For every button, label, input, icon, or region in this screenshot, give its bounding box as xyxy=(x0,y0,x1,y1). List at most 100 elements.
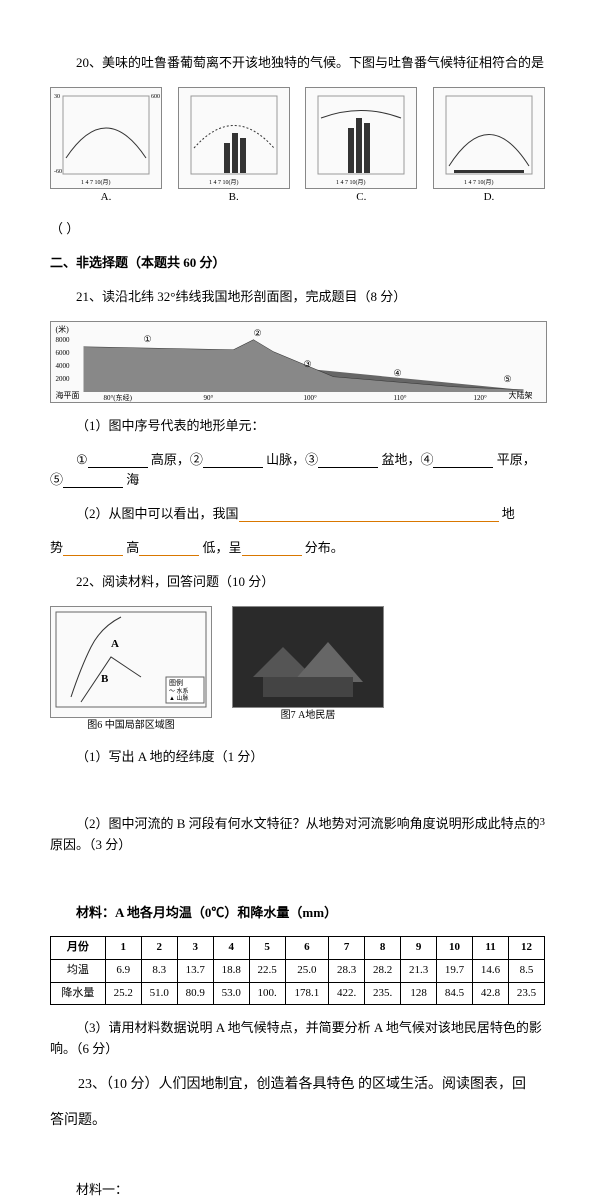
svg-text:～ 水系: ～ 水系 xyxy=(169,687,189,695)
svg-text:-60: -60 xyxy=(54,169,62,175)
td: 18.8 xyxy=(213,959,249,982)
svg-text:4000: 4000 xyxy=(56,362,71,370)
blank-4[interactable] xyxy=(433,454,493,468)
q21-p2-lead: （2）从图中可以看出，我国 xyxy=(76,506,239,521)
fill-1f: 海 xyxy=(126,472,139,487)
svg-text:(米): (米) xyxy=(56,324,70,334)
td: 8.3 xyxy=(141,959,177,982)
blank-5[interactable] xyxy=(63,474,123,488)
td: 42.8 xyxy=(473,982,509,1005)
svg-text:▲ 山脉: ▲ 山脉 xyxy=(169,694,188,702)
q22-material-head: 材料：A 地各月均温（0℃）和降水量（mm） xyxy=(50,903,545,924)
svg-text:90°: 90° xyxy=(204,394,214,402)
fig7-wrap: 图7 A地民居 xyxy=(232,606,384,724)
svg-text:大陆架: 大陆架 xyxy=(509,390,533,400)
svg-text:②: ② xyxy=(254,328,262,338)
svg-text:⑤: ⑤ xyxy=(504,374,512,384)
svg-text:80°(东经): 80°(东经) xyxy=(104,393,133,402)
th: 8 xyxy=(365,937,401,960)
th: 12 xyxy=(509,937,545,960)
q22-table: 月份123456789101112 均温6.98.313.718.822.525… xyxy=(50,936,545,1005)
svg-text:1 4 7 10(月): 1 4 7 10(月) xyxy=(464,179,494,186)
td: 100. xyxy=(249,982,285,1005)
chart-b: 1 4 7 10(月) xyxy=(178,87,290,189)
q22-stem: 22、阅读材料，回答问题（10 分） xyxy=(50,572,545,593)
q22-figs: A B 图例 ～ 水系 ▲ 山脉 图6 中国局部区域图 图7 A地民居 xyxy=(50,606,545,734)
fig7-svg xyxy=(233,607,383,707)
td: 80.9 xyxy=(177,982,213,1005)
blank-7[interactable] xyxy=(139,542,199,556)
blank-3[interactable] xyxy=(318,454,378,468)
fill-1d: 盆地，④ xyxy=(381,452,433,467)
svg-text:④: ④ xyxy=(394,368,402,378)
td: 178.1 xyxy=(285,982,329,1005)
fig6-wrap: A B 图例 ～ 水系 ▲ 山脉 图6 中国局部区域图 xyxy=(50,606,212,734)
td: 28.2 xyxy=(365,959,401,982)
blank-1[interactable] xyxy=(88,454,148,468)
chart-d: 1 4 7 10(月) xyxy=(433,87,545,189)
fig6-caption: 图6 中国局部区域图 xyxy=(50,718,212,734)
td: 13.7 xyxy=(177,959,213,982)
p2c: 低，呈 xyxy=(203,540,242,555)
td: 25.0 xyxy=(285,959,329,982)
svg-text:③: ③ xyxy=(304,359,312,369)
chart-d-svg: 1 4 7 10(月) xyxy=(434,88,544,188)
q20-charts: 30-60 6001 4 7 10(月) A. 1 4 7 10(月) B. 1… xyxy=(50,87,545,207)
th: 1 xyxy=(105,937,141,960)
svg-text:1 4 7 10(月): 1 4 7 10(月) xyxy=(209,179,239,186)
q21-profile: (米) 80006000 40002000 ①② ③④ ⑤大陆架 海平面 80°… xyxy=(50,321,547,403)
svg-text:30: 30 xyxy=(54,94,60,100)
svg-text:海平面: 海平面 xyxy=(56,390,80,400)
td: 降水量 xyxy=(51,982,106,1005)
td: 23.5 xyxy=(509,982,545,1005)
q21-p1-lead: （1）图中序号代表的地形单元： xyxy=(50,416,545,437)
q23-stem2: 答问题。 xyxy=(50,1110,545,1132)
p2d: 分布。 xyxy=(305,540,344,555)
td: 19.7 xyxy=(437,959,473,982)
fill-1b: 高原，② xyxy=(151,452,203,467)
q22-p3: （3）请用材料数据说明 A 地气候特点，并简要分析 A 地气候对该地民居特色的影… xyxy=(50,1018,545,1060)
svg-text:100°: 100° xyxy=(304,394,318,402)
chart-d-wrap: 1 4 7 10(月) D. xyxy=(433,87,545,207)
fill-1c: 山脉，③ xyxy=(266,452,318,467)
fill-1a: ① xyxy=(76,452,88,467)
svg-text:6000: 6000 xyxy=(56,349,71,357)
chart-b-svg: 1 4 7 10(月) xyxy=(179,88,289,188)
chart-a-label: A. xyxy=(50,189,162,207)
th: 9 xyxy=(401,937,437,960)
td: 235. xyxy=(365,982,401,1005)
q23-stem: 23、（10 分）人们因地制宜，创造着各具特色 的区域生活。阅读图表，回 xyxy=(50,1074,545,1096)
q20-stem: 20、美味的吐鲁番葡萄离不开该地独特的气候。下图与吐鲁番气候特征相符合的是 xyxy=(50,53,545,74)
chart-c-svg: 1 4 7 10(月) xyxy=(306,88,416,188)
chart-c-wrap: 1 4 7 10(月) C. xyxy=(305,87,417,207)
table-row-2: 降水量25.251.080.953.0100.178.1422.235.1288… xyxy=(51,982,545,1005)
td: 8.5 xyxy=(509,959,545,982)
td: 均温 xyxy=(51,959,106,982)
table-row-1: 均温6.98.313.718.822.525.028.328.221.319.7… xyxy=(51,959,545,982)
th: 月份 xyxy=(51,937,106,960)
chart-d-label: D. xyxy=(433,189,545,207)
q22-p1: （1）写出 A 地的经纬度（1 分） xyxy=(50,747,545,768)
th: 2 xyxy=(141,937,177,960)
th: 6 xyxy=(285,937,329,960)
td: 22.5 xyxy=(249,959,285,982)
chart-b-label: B. xyxy=(178,189,290,207)
td: 84.5 xyxy=(437,982,473,1005)
q21-p2-tail: 地 xyxy=(502,506,515,521)
q21-p2-line2: 势 高 低，呈 分布。 xyxy=(50,538,545,559)
blank-8[interactable] xyxy=(242,542,302,556)
blank-long[interactable] xyxy=(239,508,499,522)
chart-a: 30-60 6001 4 7 10(月) xyxy=(50,87,162,189)
td: 25.2 xyxy=(105,982,141,1005)
svg-text:8000: 8000 xyxy=(56,336,71,344)
td: 53.0 xyxy=(213,982,249,1005)
fig6: A B 图例 ～ 水系 ▲ 山脉 xyxy=(50,606,212,718)
td: 14.6 xyxy=(473,959,509,982)
q21-stem: 21、读沿北纬 32°纬线我国地形剖面图，完成题目（8 分） xyxy=(50,287,545,308)
chart-a-svg: 30-60 6001 4 7 10(月) xyxy=(51,88,161,188)
blank-6[interactable] xyxy=(63,542,123,556)
blank-2[interactable] xyxy=(203,454,263,468)
p2a: 势 xyxy=(50,540,63,555)
q20-paren: （ ） xyxy=(50,219,545,240)
profile-svg: (米) 80006000 40002000 ①② ③④ ⑤大陆架 海平面 80°… xyxy=(51,322,546,402)
